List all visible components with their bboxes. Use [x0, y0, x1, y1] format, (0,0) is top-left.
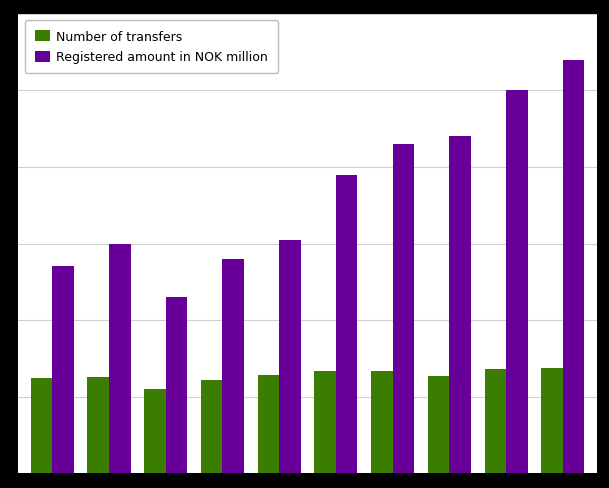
- Bar: [485, 369, 506, 473]
- Bar: [428, 376, 449, 473]
- Bar: [109, 244, 130, 473]
- Bar: [449, 137, 471, 473]
- Bar: [314, 371, 336, 473]
- Legend: Number of transfers, Registered amount in NOK million: Number of transfers, Registered amount i…: [24, 21, 278, 74]
- Bar: [563, 61, 585, 473]
- Bar: [336, 175, 357, 473]
- Bar: [258, 375, 279, 473]
- Bar: [144, 389, 166, 473]
- Bar: [222, 259, 244, 473]
- Bar: [166, 298, 188, 473]
- Bar: [88, 377, 109, 473]
- Bar: [393, 144, 414, 473]
- Bar: [52, 267, 74, 473]
- Bar: [371, 372, 393, 473]
- Bar: [201, 380, 222, 473]
- Bar: [30, 378, 52, 473]
- Bar: [541, 368, 563, 473]
- Bar: [279, 240, 301, 473]
- Bar: [506, 91, 527, 473]
